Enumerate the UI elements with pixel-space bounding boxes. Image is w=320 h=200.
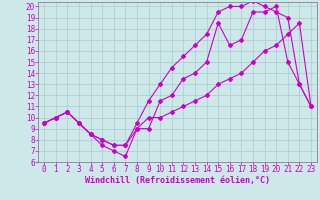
X-axis label: Windchill (Refroidissement éolien,°C): Windchill (Refroidissement éolien,°C)	[85, 176, 270, 185]
